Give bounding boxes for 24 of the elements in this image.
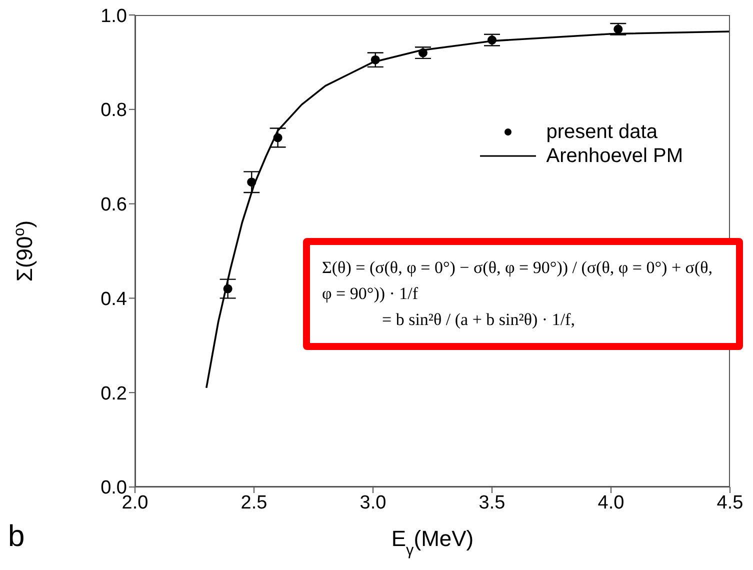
x-tick-label: 3.5 [478, 492, 506, 514]
x-tick-label: 3.0 [360, 492, 386, 514]
point [223, 284, 232, 294]
point [370, 55, 380, 64]
y-tick-label: 0.8 [100, 100, 127, 122]
y-tick-label: 0.2 [100, 383, 127, 404]
x-tick-label: 4.5 [716, 492, 744, 514]
point [273, 133, 282, 142]
point [418, 48, 428, 58]
annotation: Σ(θ) = (σ(θ, φ = 0°) − σ(θ, φ = 90°)) / (σ(θ, φ = 0°) + σ(θ, φ = 90°)) · 1/f [322, 257, 714, 305]
point [614, 24, 623, 34]
text: b [8, 520, 25, 554]
point [247, 178, 256, 187]
point [487, 36, 497, 45]
formula-frame: Σ(θ) = (σ(θ, φ = 0°) − σ(θ, φ = 90°)) / (σ(θ, φ = 0°) + σ(θ, φ = 90°)) · 1/f = b sin²θ / (a + b sin²θ) · 1/f, [303, 238, 743, 350]
y-tick-label: 0.4 [100, 288, 128, 310]
legend-label: present data [546, 120, 658, 144]
x-tick-label: 4.0 [598, 492, 624, 514]
x-tick-label: 2.5 [240, 492, 268, 514]
legend-label: Arenhoevel PM [546, 144, 683, 168]
y-tick-label: 0.6 [100, 194, 127, 216]
x-axis-title: E$_{γ}$(MeV) [391, 526, 474, 558]
annotation: = b sin²θ / (a + b sin²θ) · 1/f, [381, 309, 576, 331]
y-tick-label: 1.0 [100, 6, 127, 27]
